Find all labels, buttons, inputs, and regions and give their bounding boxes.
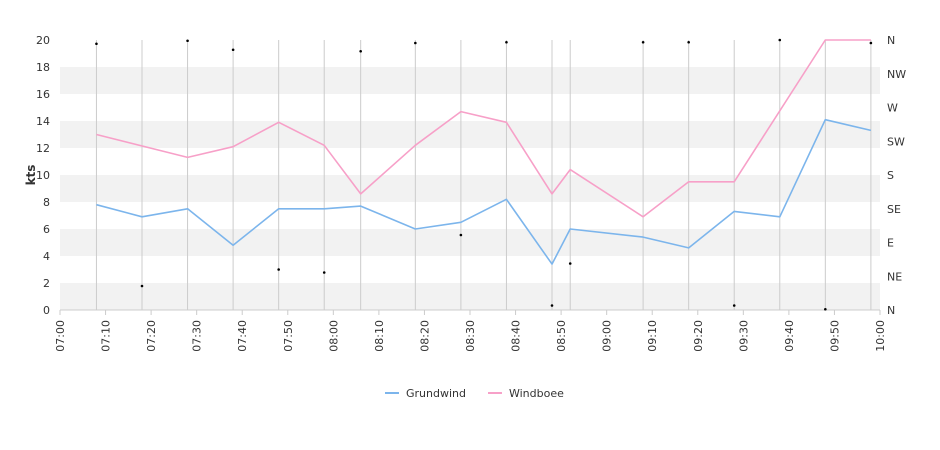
x-tick-label: 07:00	[54, 320, 67, 352]
legend-label: Windboee	[509, 387, 564, 400]
x-tick-label: 08:10	[373, 320, 386, 352]
y-tick-label: 14	[36, 115, 50, 128]
x-axis-labels: 07:00 07:10 07:20 07:30 07:40 07:50 08:00 08:10…	[54, 310, 887, 352]
direction-dot	[505, 40, 508, 44]
direction-dot	[687, 40, 690, 44]
x-tick-label: 08:40	[510, 320, 523, 352]
right-tick-label: N	[887, 304, 895, 317]
right-tick-label: NW	[887, 68, 906, 81]
direction-dot	[186, 39, 189, 43]
x-tick-label: 09:40	[783, 320, 796, 352]
y-tick-label: 20	[36, 34, 50, 47]
x-tick-label: 09:50	[828, 320, 841, 352]
x-tick-label: 09:10	[646, 320, 659, 352]
legend: Grundwind Windboee	[385, 387, 564, 400]
x-tick-label: 07:30	[191, 320, 204, 352]
x-tick-label: 08:30	[464, 320, 477, 352]
y-axis-title: kts	[24, 165, 38, 186]
direction-dot	[231, 48, 235, 52]
plot-band	[60, 40, 880, 67]
x-tick-label: 08:50	[555, 320, 568, 352]
plot-band	[60, 256, 880, 283]
y-tick-label: 2	[43, 277, 50, 290]
direction-dot	[641, 40, 645, 44]
right-tick-label: E	[887, 237, 894, 250]
x-tick-label: 07:50	[282, 320, 295, 352]
right-tick-label: W	[887, 102, 898, 115]
x-tick-label: 09:30	[737, 320, 750, 352]
right-tick-label: NE	[887, 270, 902, 283]
direction-dot	[277, 268, 280, 271]
plot-bands	[60, 40, 880, 310]
y-tick-label: 6	[43, 223, 50, 236]
plot-band	[60, 283, 880, 310]
y-tick-label: 10	[36, 169, 50, 182]
direction-dot	[414, 41, 417, 45]
y-tick-label: 4	[43, 250, 50, 263]
direction-dot	[95, 42, 98, 46]
x-tick-label: 08:00	[327, 320, 340, 352]
x-tick-label: 09:00	[601, 320, 614, 352]
plot-band	[60, 229, 880, 256]
y-axis-labels: 0 2 4 6 8 10 12 14 16 18 20	[36, 34, 50, 317]
x-tick-label: 10:00	[874, 320, 887, 352]
direction-dot	[824, 307, 827, 311]
direction-dot	[550, 304, 554, 307]
x-tick-label: 07:40	[236, 320, 249, 352]
direction-dot	[140, 284, 144, 288]
x-tick-label: 07:10	[100, 320, 113, 352]
direction-markers	[95, 38, 873, 311]
plot-band	[60, 175, 880, 202]
right-tick-label: SW	[887, 135, 905, 148]
y-tick-label: 16	[36, 88, 50, 101]
plot-band	[60, 67, 880, 94]
direction-dot	[732, 304, 736, 307]
y-tick-label: 0	[43, 304, 50, 317]
plot-band	[60, 94, 880, 121]
direction-dot	[359, 49, 362, 53]
y-tick-label: 12	[36, 142, 50, 155]
series-line-windboee	[96, 39, 871, 218]
legend-label: Grundwind	[406, 387, 466, 400]
plot-band	[60, 202, 880, 229]
x-tick-label: 07:20	[145, 320, 158, 352]
x-tick-label: 08:20	[418, 320, 431, 352]
y-tick-label: 18	[36, 61, 50, 74]
direction-dot	[869, 41, 873, 45]
right-tick-label: N	[887, 34, 895, 47]
right-tick-label: SE	[887, 203, 901, 216]
right-tick-label: S	[887, 169, 894, 182]
direction-dot	[568, 262, 572, 265]
direction-dot	[778, 38, 782, 42]
direction-dot	[459, 233, 463, 237]
series-lines	[96, 39, 872, 265]
direction-dot	[322, 271, 326, 274]
plot-band	[60, 121, 880, 148]
plot-band	[60, 148, 880, 175]
right-axis-labels: N NE E SE S SW W NW N	[887, 34, 906, 317]
y-tick-label: 8	[43, 196, 50, 209]
x-tick-label: 09:20	[692, 320, 705, 352]
series-line-grundwind	[96, 118, 872, 265]
